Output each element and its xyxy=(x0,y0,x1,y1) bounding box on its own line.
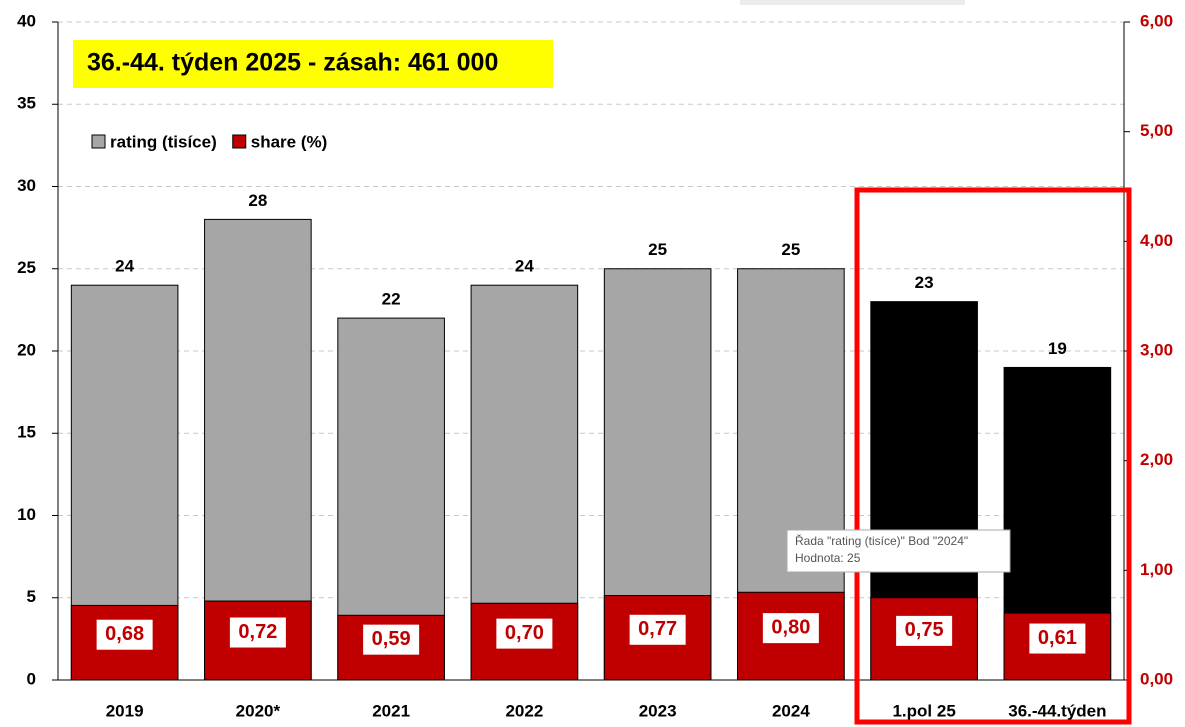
data-label: 19 xyxy=(1048,339,1067,358)
y-tick-label: 15 xyxy=(17,423,36,442)
x-tick-label: 2020* xyxy=(236,701,281,720)
data-label: 24 xyxy=(115,257,134,276)
x-tick-label: 2023 xyxy=(639,701,677,720)
legend-label: rating (tisíce) xyxy=(110,132,217,151)
y2-tick-label: 0,00 xyxy=(1140,669,1173,688)
data-label: 23 xyxy=(915,273,934,292)
y2-tick-label: 6,00 xyxy=(1140,11,1173,30)
data-label: 0,80 xyxy=(771,616,810,638)
data-label: 24 xyxy=(515,257,534,276)
data-label-box xyxy=(229,617,286,648)
y-tick-label: 5 xyxy=(27,587,36,606)
data-label-box xyxy=(896,615,953,646)
y2-tick-label: 4,00 xyxy=(1140,231,1173,250)
data-label-box xyxy=(363,624,420,655)
x-tick-label: 2022 xyxy=(505,701,543,720)
y-tick-label: 0 xyxy=(27,669,36,688)
y-tick-label: 20 xyxy=(17,340,36,359)
tooltip-text: Řada "rating (tisíce)" Bod "2024" xyxy=(795,533,968,548)
y2-tick-label: 2,00 xyxy=(1140,450,1173,469)
highlight-frame xyxy=(854,187,1132,725)
title-box xyxy=(73,40,553,88)
data-label-box xyxy=(629,614,686,645)
data-label-box xyxy=(96,619,153,650)
data-label-box xyxy=(496,618,553,649)
data-label-box xyxy=(1029,623,1086,654)
y-tick-label: 35 xyxy=(17,94,36,113)
data-label: 22 xyxy=(382,290,401,309)
chart-title: 36.-44. týden 2025 - zásah: 461 000 xyxy=(87,49,498,77)
y2-tick-label: 3,00 xyxy=(1140,340,1173,359)
data-label: 0,77 xyxy=(638,618,677,640)
tooltip-text: Hodnota: 25 xyxy=(795,551,861,565)
tooltip-box xyxy=(786,529,1011,573)
data-label: 0,72 xyxy=(238,621,277,643)
data-label: 25 xyxy=(648,240,667,259)
data-label: 0,70 xyxy=(505,622,544,644)
y2-tick-label: 5,00 xyxy=(1140,121,1173,140)
data-label: 0,59 xyxy=(372,628,411,650)
top-strip xyxy=(740,0,965,5)
data-label: 28 xyxy=(248,191,267,210)
x-tick-label: 2021 xyxy=(372,701,410,720)
legend-label: share (%) xyxy=(251,132,328,151)
x-tick-label: 1.pol 25 xyxy=(892,701,955,720)
data-label: 0,61 xyxy=(1038,627,1077,649)
y2-tick-label: 1,00 xyxy=(1140,560,1173,579)
data-label: 25 xyxy=(781,240,800,259)
x-tick-label: 2019 xyxy=(106,701,144,720)
y-tick-label: 25 xyxy=(17,258,36,277)
data-label: 0,75 xyxy=(905,619,944,641)
legend-swatch xyxy=(91,134,106,149)
y-tick-label: 40 xyxy=(17,11,36,30)
data-label-box xyxy=(762,613,819,644)
legend-swatch xyxy=(232,134,247,149)
x-tick-label: 36.-44.týden xyxy=(1008,701,1106,720)
x-tick-label: 2024 xyxy=(772,701,810,720)
data-label: 0,68 xyxy=(105,623,144,645)
y-tick-label: 10 xyxy=(17,505,36,524)
y-tick-label: 30 xyxy=(17,176,36,195)
